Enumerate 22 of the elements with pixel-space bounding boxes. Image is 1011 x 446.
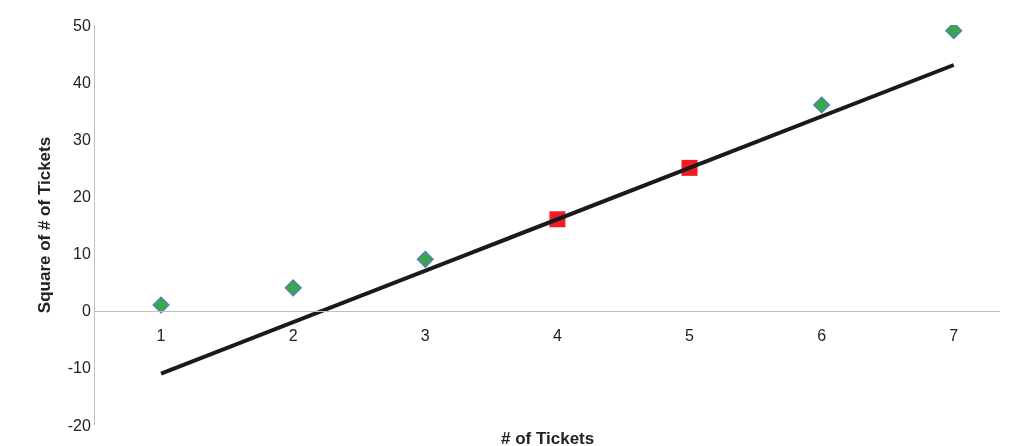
y-tick-label: 40 — [73, 73, 91, 91]
y-tick-label: -20 — [67, 416, 91, 434]
x-tick-label: 2 — [288, 326, 298, 344]
x-tick-label: 3 — [420, 326, 430, 344]
x-axis-title: # of Tickets — [501, 429, 595, 446]
x-tick-label: 6 — [817, 326, 827, 344]
point — [945, 25, 963, 40]
point — [152, 296, 170, 314]
y-tick-label: 30 — [73, 130, 91, 148]
point — [813, 96, 831, 114]
y-tick-label: -10 — [67, 359, 91, 377]
x-tick-label: 1 — [156, 326, 166, 344]
y-axis-title: Square of # of Tickets — [35, 136, 55, 314]
point — [416, 250, 434, 268]
y-tick-label: 10 — [73, 245, 91, 263]
y-tick-label: 50 — [73, 16, 91, 34]
x-tick-label: 4 — [552, 326, 562, 344]
y-tick-label: 0 — [81, 302, 91, 320]
x-tick-label: 5 — [685, 326, 695, 344]
point — [284, 279, 302, 297]
x-tick-label: 7 — [949, 326, 959, 344]
y-tick-label: 20 — [73, 188, 91, 206]
